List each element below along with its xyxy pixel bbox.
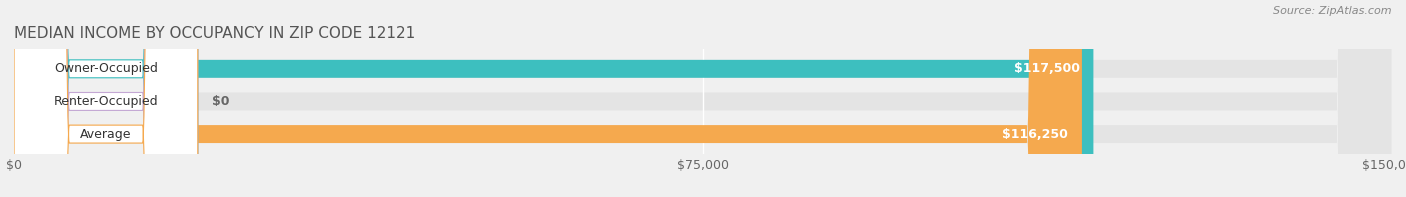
FancyBboxPatch shape bbox=[14, 0, 1083, 197]
FancyBboxPatch shape bbox=[14, 0, 1094, 197]
Text: MEDIAN INCOME BY OCCUPANCY IN ZIP CODE 12121: MEDIAN INCOME BY OCCUPANCY IN ZIP CODE 1… bbox=[14, 26, 415, 41]
FancyBboxPatch shape bbox=[14, 0, 1392, 197]
Text: Owner-Occupied: Owner-Occupied bbox=[53, 62, 157, 75]
FancyBboxPatch shape bbox=[14, 0, 198, 197]
Text: $117,500: $117,500 bbox=[1014, 62, 1080, 75]
FancyBboxPatch shape bbox=[14, 0, 1392, 197]
Text: $116,250: $116,250 bbox=[1002, 128, 1069, 141]
Text: Renter-Occupied: Renter-Occupied bbox=[53, 95, 159, 108]
Text: $0: $0 bbox=[211, 95, 229, 108]
Text: Average: Average bbox=[80, 128, 132, 141]
Text: Source: ZipAtlas.com: Source: ZipAtlas.com bbox=[1274, 6, 1392, 16]
FancyBboxPatch shape bbox=[14, 0, 198, 197]
FancyBboxPatch shape bbox=[14, 0, 1392, 197]
FancyBboxPatch shape bbox=[14, 0, 198, 197]
